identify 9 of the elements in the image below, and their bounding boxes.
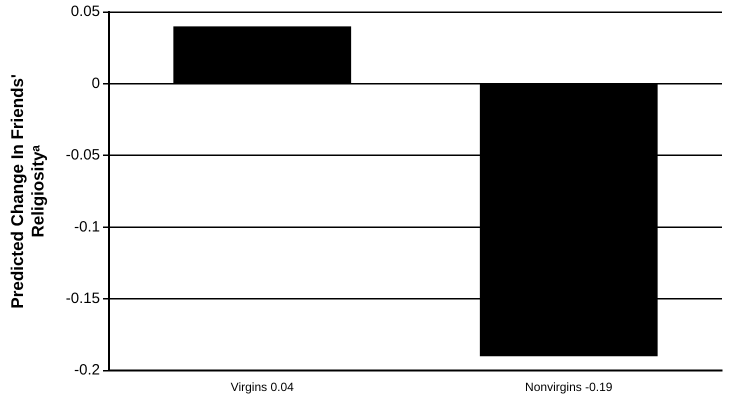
y-tick-label: 0.05 [70,3,100,20]
y-tick-label: -0.15 [66,290,100,308]
y-tick-label: 0 [92,74,100,92]
y-tick-label: -0.1 [74,218,100,236]
y-axis-title: Predicted Change In Friends' Religiosityᵃ [8,74,48,309]
y-tick-label: -0.2 [74,362,100,379]
x-tick-label: Virgins 0.04 [230,380,294,394]
y-tick-label: -0.05 [66,146,100,164]
x-tick-label: Nonvirgins -0.19 [525,380,613,394]
